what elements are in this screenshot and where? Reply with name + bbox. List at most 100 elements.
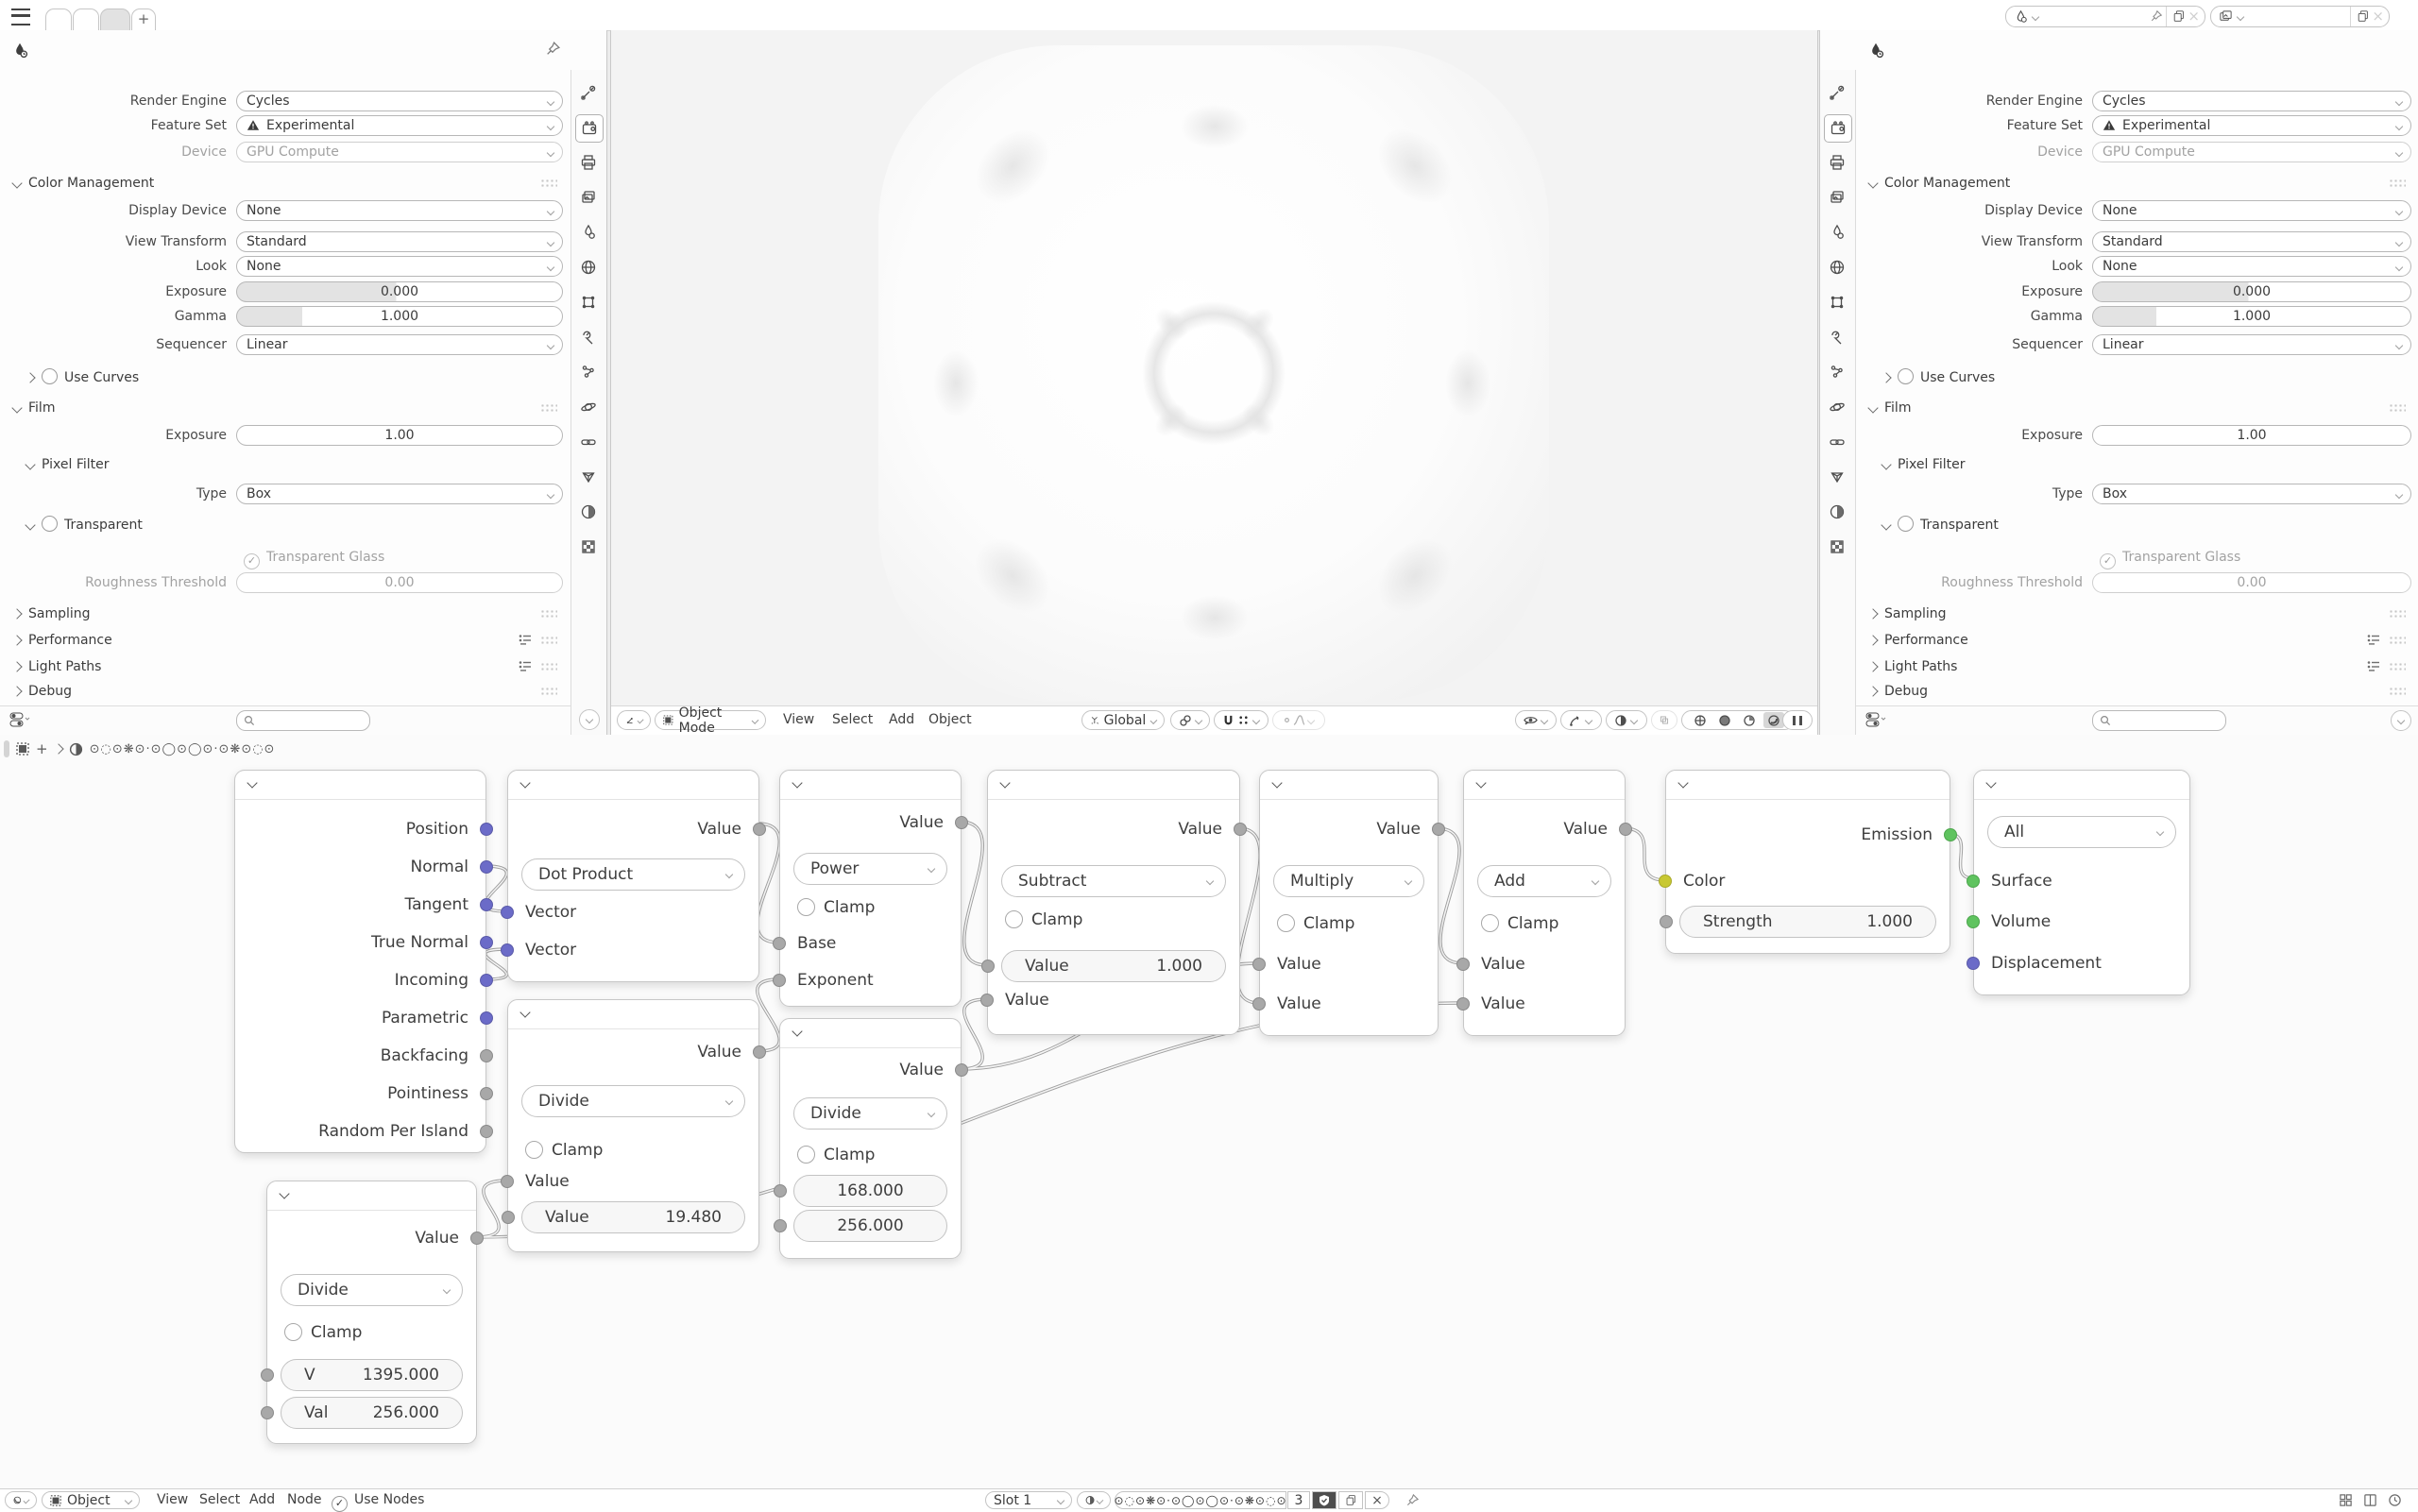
- look-dropdown[interactable]: None: [2092, 256, 2411, 277]
- view-layer-selector[interactable]: ×: [2210, 6, 2390, 27]
- socket-value-in-1[interactable]: [774, 1184, 787, 1198]
- transparent-checkbox[interactable]: [1898, 516, 1914, 532]
- socket-value-in-1[interactable]: [501, 1175, 514, 1188]
- tab-world[interactable]: [575, 254, 602, 280]
- socket-surface[interactable]: [1967, 875, 1980, 888]
- clamp-checkbox[interactable]: [1277, 914, 1295, 932]
- preset-list-icon[interactable]: [2366, 659, 2381, 672]
- preset-list-icon[interactable]: [2366, 633, 2381, 646]
- roughness-threshold-field[interactable]: 0.00: [236, 572, 563, 593]
- socket-value-in-2[interactable]: [774, 1219, 787, 1232]
- operation-dropdown[interactable]: Divide: [521, 1085, 745, 1117]
- section-grip[interactable]: [540, 609, 557, 619]
- material-name-field[interactable]: ⊙◌⊙❋⊙·⊙◯⊙◯⊙·⊙❋⊙◌⊙: [1114, 1491, 1286, 1509]
- operation-dropdown[interactable]: Divide: [281, 1274, 463, 1306]
- section-grip[interactable]: [540, 687, 557, 696]
- panel-collapse-button[interactable]: [2391, 710, 2411, 731]
- socket-true-normal[interactable]: [480, 936, 493, 949]
- tab-object[interactable]: [575, 289, 602, 315]
- socket-value-out[interactable]: [955, 816, 968, 829]
- use-nodes-checkbox[interactable]: ✓: [332, 1496, 348, 1512]
- clamp-checkbox[interactable]: [284, 1323, 302, 1341]
- menu-add[interactable]: Add: [249, 1492, 276, 1507]
- tab-output[interactable]: [575, 149, 602, 176]
- film-exposure-field[interactable]: 1.00: [236, 425, 563, 446]
- section-use-curves[interactable]: Use Curves: [1881, 368, 1995, 387]
- section-grip[interactable]: [540, 662, 557, 671]
- node-header[interactable]: [1666, 771, 1950, 800]
- socket-value-out[interactable]: [1234, 823, 1247, 836]
- vector-math-dot-product-node[interactable]: Value Dot Product Vector Vector: [501, 770, 766, 982]
- workspace-tab-2[interactable]: [73, 8, 99, 31]
- socket-value-out[interactable]: [1619, 823, 1632, 836]
- socket-value-out[interactable]: [753, 823, 766, 836]
- app-menu-icon[interactable]: [11, 8, 30, 25]
- view-transform-dropdown[interactable]: Standard: [236, 231, 563, 252]
- shading-rendered-button[interactable]: [1763, 712, 1784, 728]
- proportional-editing-button[interactable]: [1272, 710, 1325, 730]
- visibility-dropdown[interactable]: [1515, 710, 1557, 730]
- emission-node[interactable]: Emission Color Strength 1.000: [1659, 770, 1957, 954]
- pause-render-button[interactable]: [1782, 710, 1813, 730]
- shader-node-editor[interactable]: + ⊙◌⊙❋⊙·⊙◯⊙◯⊙·⊙❋⊙◌⊙ Position Normal Tang…: [0, 735, 2418, 1488]
- tab-particles[interactable]: [575, 359, 602, 385]
- shading-wireframe-button[interactable]: [1690, 712, 1711, 728]
- operation-dropdown[interactable]: Add: [1477, 865, 1611, 897]
- render-properties-icon[interactable]: [1867, 42, 1884, 59]
- math-add-node[interactable]: Value Add Clamp Value Value: [1456, 770, 1632, 1036]
- copy-icon[interactable]: [2357, 9, 2370, 23]
- render-engine-dropdown[interactable]: Cycles: [2092, 91, 2411, 111]
- shader-type-dropdown[interactable]: Object: [42, 1491, 140, 1509]
- tab-view-layer[interactable]: [1824, 184, 1850, 211]
- value-field-1[interactable]: 168.000: [774, 1175, 947, 1207]
- scene-dropdown-chevron[interactable]: [2031, 12, 2040, 22]
- node-header[interactable]: [508, 771, 758, 800]
- tab-scene[interactable]: [575, 219, 602, 246]
- socket-random-per-island[interactable]: [480, 1125, 493, 1138]
- socket-pointiness[interactable]: [480, 1087, 493, 1100]
- geometry-node[interactable]: Position Normal Tangent True Normal Inco…: [234, 770, 493, 1153]
- film-exposure-field[interactable]: 1.00: [2092, 425, 2411, 446]
- snap-toggle-button[interactable]: [1214, 710, 1269, 730]
- material-output-node[interactable]: All Surface Volume Displacement: [1967, 770, 2190, 995]
- filter-type-dropdown[interactable]: Box: [2092, 484, 2411, 504]
- editor-type-button[interactable]: [617, 710, 651, 730]
- section-debug[interactable]: Debug: [11, 682, 72, 701]
- tab-object-data[interactable]: [1824, 464, 1850, 490]
- feature-set-dropdown[interactable]: Experimental: [236, 115, 563, 136]
- section-light-paths[interactable]: Light Paths: [11, 657, 101, 676]
- tab-texture[interactable]: [1824, 534, 1850, 560]
- socket-normal[interactable]: [480, 860, 493, 874]
- panel-collapse-button[interactable]: [579, 709, 600, 730]
- section-light-paths[interactable]: Light Paths: [1867, 657, 1957, 676]
- socket-value-in-1[interactable]: [261, 1368, 274, 1382]
- unlink-material-button[interactable]: ×: [1365, 1491, 1389, 1509]
- node-header[interactable]: [267, 1181, 476, 1211]
- socket-parametric[interactable]: [480, 1011, 493, 1025]
- transparent-glass-checkbox[interactable]: ✓: [2100, 553, 2116, 569]
- transparent-glass-row[interactable]: ✓ Transparent Glass: [244, 548, 384, 569]
- workspace-tab-1[interactable]: [45, 8, 72, 31]
- socket-value-out[interactable]: [470, 1232, 484, 1245]
- math-subtract-node[interactable]: Value Subtract Clamp Value 1.000 Value: [980, 770, 1247, 1035]
- render-engine-dropdown[interactable]: Cycles: [236, 91, 563, 111]
- snap-target-button[interactable]: [1170, 710, 1210, 730]
- strength-field[interactable]: Strength 1.000: [1660, 906, 1936, 938]
- tab-tool[interactable]: [575, 79, 602, 106]
- drag-handle[interactable]: [4, 740, 9, 757]
- section-pixel-filter[interactable]: Pixel Filter: [25, 455, 110, 474]
- section-grip[interactable]: [2389, 636, 2406, 645]
- section-transparent[interactable]: Transparent: [25, 516, 143, 535]
- tab-object[interactable]: [1824, 289, 1850, 315]
- transform-orientation-dropdown[interactable]: Global: [1081, 710, 1165, 730]
- section-sampling[interactable]: Sampling: [1867, 604, 1947, 623]
- pin-icon[interactable]: [2150, 9, 2163, 23]
- preset-list-icon[interactable]: [518, 633, 533, 646]
- tab-material[interactable]: [575, 499, 602, 525]
- value-field[interactable]: Value 19.480: [502, 1201, 745, 1233]
- clamp-checkbox[interactable]: [797, 898, 815, 916]
- sequencer-dropdown[interactable]: Linear: [2092, 334, 2411, 355]
- socket-vector-2[interactable]: [501, 943, 514, 957]
- transparent-glass-checkbox[interactable]: ✓: [244, 553, 260, 569]
- shading-material-button[interactable]: [1739, 712, 1760, 728]
